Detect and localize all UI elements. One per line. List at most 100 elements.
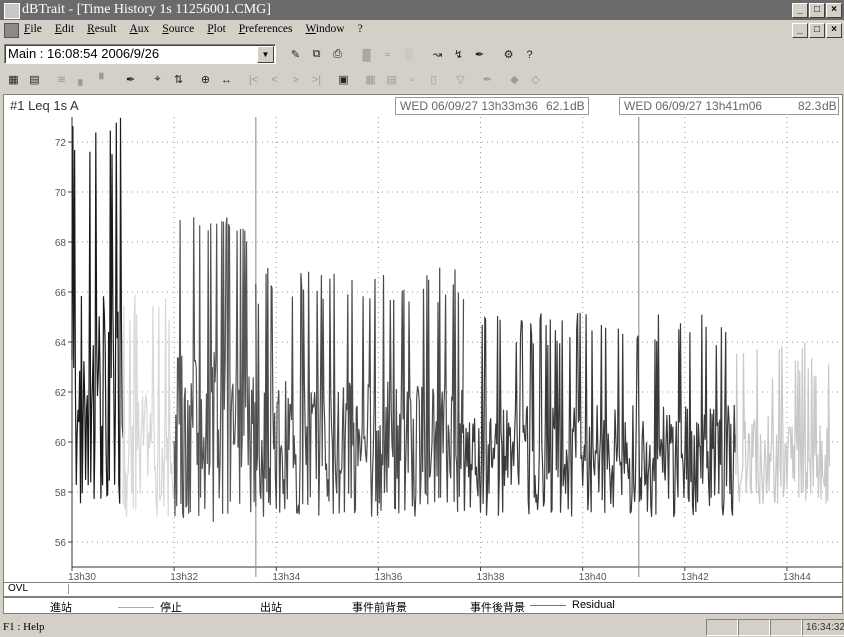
prev-icon[interactable]: <: [265, 70, 284, 89]
settings-icon[interactable]: ⚙: [499, 45, 518, 64]
filter-icon[interactable]: ▽: [451, 70, 470, 89]
copy-icon[interactable]: ⧉: [307, 45, 326, 64]
menu-file[interactable]: File: [24, 23, 42, 35]
cursor2-readout: WED 06/09/27 13h41m06 82.3 dB: [619, 97, 839, 115]
bars-icon[interactable]: ▖: [73, 70, 92, 89]
pen-icon[interactable]: ✒: [470, 45, 489, 64]
cursor2-value: 82.3: [798, 99, 822, 113]
zoom-chart-icon[interactable]: ↝: [428, 45, 447, 64]
menu-preferences[interactable]: Preferences: [238, 23, 293, 35]
status-pane: [706, 619, 738, 636]
x-tick-label: 13h40: [579, 572, 607, 582]
legend-item[interactable]: 停止: [118, 599, 182, 615]
scale-icon[interactable]: ⇅: [169, 70, 188, 89]
edit-icon[interactable]: ✒: [478, 70, 497, 89]
doc-minimize-button[interactable]: _: [792, 23, 808, 38]
y-tick-label: 68: [55, 238, 67, 249]
series-line: [71, 117, 124, 504]
ovl-track: [68, 584, 839, 594]
cursor-icon[interactable]: ⌖: [148, 70, 167, 89]
spectrum-icon[interactable]: ≈: [378, 45, 397, 64]
status-bar: F1 : Help 16:34:32: [0, 617, 844, 637]
source-icon[interactable]: ◆: [505, 70, 524, 89]
export-icon[interactable]: ▯: [424, 70, 443, 89]
status-clock: 16:34:32: [802, 619, 844, 636]
close-button[interactable]: ×: [826, 3, 842, 18]
next-icon[interactable]: >: [286, 70, 305, 89]
menu-edit[interactable]: Edit: [54, 23, 75, 35]
main-combo[interactable]: Main : 16:08:54 2006/9/26 ▼: [4, 44, 276, 64]
legend-swatch: [530, 604, 566, 606]
menu-window[interactable]: Window: [305, 23, 345, 35]
legend: 進站 停止 出站 事件前背景 事件後背景 Residual: [3, 597, 843, 614]
plot-header: #1 Leq 1s A WED 06/09/27 13h33m36 62.1 d…: [3, 94, 843, 118]
doc-restore-button[interactable]: □: [809, 23, 825, 38]
y-tick-label: 58: [55, 488, 67, 499]
last-icon[interactable]: >|: [307, 70, 326, 89]
legend-item[interactable]: Residual: [530, 599, 615, 611]
series-line: [462, 312, 737, 518]
ovl-label: OVL: [8, 583, 29, 594]
main-combo-value: Main : 16:08:54 2006/9/26: [8, 46, 160, 61]
series-line: [122, 294, 175, 518]
chart-svg[interactable]: 13h30 13h32 13h34 13h36 13h38 13h40 13h42 13h44…: [4, 117, 842, 582]
legend-label: 事件後背景: [470, 602, 525, 614]
aux-icon[interactable]: ◇: [526, 70, 545, 89]
minimize-button[interactable]: _: [792, 3, 808, 18]
legend-label: 停止: [160, 602, 182, 614]
open-icon[interactable]: ✎: [286, 45, 305, 64]
report-icon[interactable]: ▫: [403, 70, 422, 89]
plot-toolbar: ▦ ▤ ≋ ▖ ▘ ✒ ⌖ ⇅ ⊕ ↔ |< < > >| ▣ ▦ ▤ ▫ ▯ …: [0, 67, 844, 91]
x-tick-label: 13h32: [170, 572, 198, 582]
menu-bar: File Edit Result Aux Source Plot Prefere…: [0, 20, 844, 40]
level-chart-icon[interactable]: ↯: [449, 45, 468, 64]
cursor1-unit: dB: [570, 99, 585, 113]
menu-aux[interactable]: Aux: [129, 23, 150, 35]
bar-chart-icon[interactable]: ▓: [357, 45, 376, 64]
x-tick-label: 13h30: [68, 572, 96, 582]
x-tick-label: 13h36: [374, 572, 402, 582]
ovl-icon[interactable]: ▣: [334, 70, 353, 89]
menu-result[interactable]: Result: [87, 23, 117, 35]
wave-icon[interactable]: ≋: [52, 70, 71, 89]
cursor1-time: WED 06/09/27 13h33m36: [400, 99, 539, 113]
menu-help[interactable]: ?: [357, 23, 363, 35]
legend-label: Residual: [572, 599, 615, 611]
list-icon[interactable]: ▤: [382, 70, 401, 89]
chevron-down-icon[interactable]: ▼: [257, 46, 274, 63]
legend-item[interactable]: 事件前背景: [352, 599, 407, 615]
legend-item[interactable]: 出站: [260, 599, 282, 615]
ovl-bar: OVL: [3, 582, 843, 597]
help-icon[interactable]: ?: [520, 45, 539, 64]
app-icon[interactable]: [4, 3, 20, 19]
print-icon[interactable]: ⎙: [328, 45, 347, 64]
levels-icon[interactable]: ▘: [94, 70, 113, 89]
menu-plot[interactable]: Plot: [207, 23, 226, 35]
document-icon[interactable]: [4, 23, 19, 38]
marker-icon[interactable]: ✒: [121, 70, 140, 89]
cursor2-time: WED 06/09/27 13h41m06: [624, 99, 763, 113]
histogram-icon[interactable]: ░: [399, 45, 418, 64]
y-tick-label: 70: [55, 188, 67, 199]
cursor1-value: 62.1: [546, 99, 570, 113]
series-line: [255, 267, 465, 517]
y-tick-label: 56: [55, 538, 67, 549]
legend-label: 進站: [50, 602, 72, 614]
table-icon[interactable]: ▦: [361, 70, 380, 89]
doc-close-button[interactable]: ×: [826, 23, 842, 38]
cursor2-unit: dB: [822, 99, 837, 113]
cursor1-readout: WED 06/09/27 13h33m36 62.1 dB: [395, 97, 589, 115]
zoom-in-icon[interactable]: ⊕: [196, 70, 215, 89]
y-tick-label: 64: [55, 338, 67, 349]
first-icon[interactable]: |<: [244, 70, 263, 89]
grid-icon[interactable]: ▦: [4, 70, 23, 89]
x-tick-label: 13h38: [477, 572, 505, 582]
legend-item[interactable]: 事件後背景: [470, 599, 525, 615]
channel-label: #1 Leq 1s A: [10, 98, 79, 113]
legend-item[interactable]: 進站: [50, 599, 72, 615]
maximize-button[interactable]: □: [809, 3, 825, 18]
zoom-range-icon[interactable]: ↔: [217, 70, 236, 89]
menu-source[interactable]: Source: [162, 23, 195, 35]
chart-icon[interactable]: ▤: [25, 70, 44, 89]
time-history-plot[interactable]: 13h30 13h32 13h34 13h36 13h38 13h40 13h42 13h44…: [3, 117, 843, 582]
